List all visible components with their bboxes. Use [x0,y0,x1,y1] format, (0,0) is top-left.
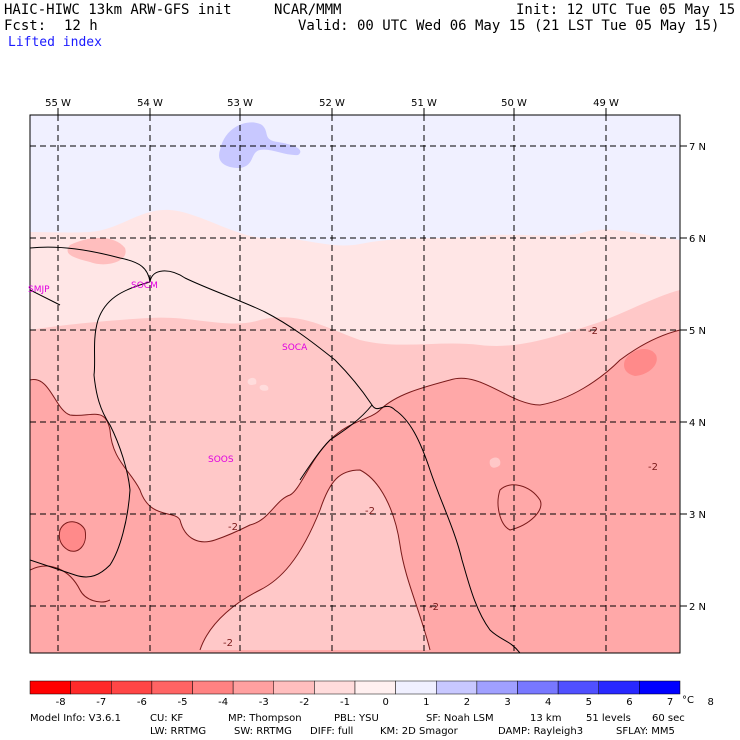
colorbar-tick-label: 4 [545,697,551,708]
colorbar-tick-label: -7 [96,697,106,708]
colorbar-swatch [354,680,396,695]
colorbar-swatch [192,680,234,695]
axis-ticks [57,108,687,607]
colorbar-tick-label: -5 [178,697,188,708]
colorbar-tick-label: -4 [218,697,228,708]
fcst-value: 12 h [64,18,98,34]
field-name: Lifted index [8,35,102,50]
lat-label: 2 N [689,602,706,613]
colorbar-swatch [232,680,274,695]
footer-line2-f: SFLAY: MM5 [616,726,675,737]
footer-line1-d: PBL: YSU [334,713,379,724]
model-title: HAIC-HIWC 13km ARW-GFS init [4,2,232,18]
footer-line2-c: DIFF: full [310,726,354,737]
footer-line1-c: MP: Thompson [228,713,302,724]
footer-line2-a: LW: RRTMG [150,726,207,737]
colorbar-swatch [598,680,640,695]
contour-label: -2 [429,602,439,613]
colorbar-swatch [29,680,71,695]
footer-line2-d: KM: 2D Smagor [380,726,458,737]
colorbar-tick-label: -2 [299,697,309,708]
lon-label: 51 W [411,98,437,109]
colorbar-tick-label: -8 [56,697,66,708]
lat-lon-grid [30,115,680,653]
colorbar-swatch [151,680,193,695]
colorbar-swatch [476,680,518,695]
contour-label: -2 [648,462,658,473]
contour-label: -2 [228,522,238,533]
colorbar: -8 -7 -6 -5 -4 -3 -2 -1 0 1 2 3 4 5 6 7 8 °C [29,680,714,708]
footer-line1-a: Model Info: V3.6.1 [30,713,121,724]
lat-label: 4 N [689,418,706,429]
footer-line1-g: 51 levels [586,713,631,724]
colorbar-tick-label: -6 [137,697,147,708]
colorbar-swatch [639,680,681,695]
colorbar-tick-label: 6 [626,697,632,708]
colorbar-unit: °C [682,695,694,706]
colorbar-tick-label: 3 [504,697,510,708]
colorbar-swatch [436,680,478,695]
valid-time: Valid: 00 UTC Wed 06 May 15 (21 LST Tue … [298,18,720,34]
colorbar-swatch [70,680,112,695]
lat-label: 6 N [689,234,706,245]
lat-label: 3 N [689,510,706,521]
colorbar-swatch [517,680,559,695]
coastline [30,246,521,653]
contour-label: -2 [223,638,233,649]
colorbar-tick-label: 5 [586,697,592,708]
colorbar-tick-label: 1 [423,697,429,708]
colorbar-tick-label: 8 [707,697,713,708]
lat-label: 7 N [689,142,706,153]
contour-lines [30,329,680,651]
footer-line1-f: 13 km [530,713,562,724]
lon-label: 54 W [137,98,163,109]
lat-label: 5 N [689,326,706,337]
station-label: SMJP [28,285,50,295]
contour-label: -2 [588,326,598,337]
colorbar-swatch [314,680,356,695]
station-label: SOCA [282,343,308,353]
colorbar-swatch [395,680,437,695]
footer-line1-b: CU: KF [150,713,184,724]
org-label: NCAR/MMM [274,2,342,18]
contour-label: -2 [365,506,375,517]
footer-line1-h: 60 sec [652,713,685,724]
lon-label: 55 W [45,98,71,109]
map-frame [29,114,681,654]
colorbar-tick-label: 0 [382,697,388,708]
init-time: Init: 12 UTC Tue 05 May 15 [516,2,736,18]
station-label: SOCM [131,281,158,291]
colorbar-tick-label: 2 [464,697,470,708]
lifted-index-field [30,115,680,653]
colorbar-swatch [111,680,153,695]
footer-line1-e: SF: Noah LSM [426,713,494,724]
lon-label: 52 W [319,98,345,109]
footer-line2-e: DAMP: Rayleigh3 [498,726,584,737]
colorbar-swatch [273,680,315,695]
colorbar-tick-label: -3 [259,697,269,708]
footer-line2-b: SW: RRTMG [234,726,292,737]
lon-label: 53 W [227,98,253,109]
station-label: SOOS [208,455,234,465]
colorbar-tick-label: 7 [667,697,673,708]
colorbar-tick-label: -1 [340,697,350,708]
lon-label: 49 W [593,98,619,109]
lon-label: 50 W [501,98,527,109]
colorbar-swatch [557,680,599,695]
fcst-label: Fcst: [4,18,47,34]
